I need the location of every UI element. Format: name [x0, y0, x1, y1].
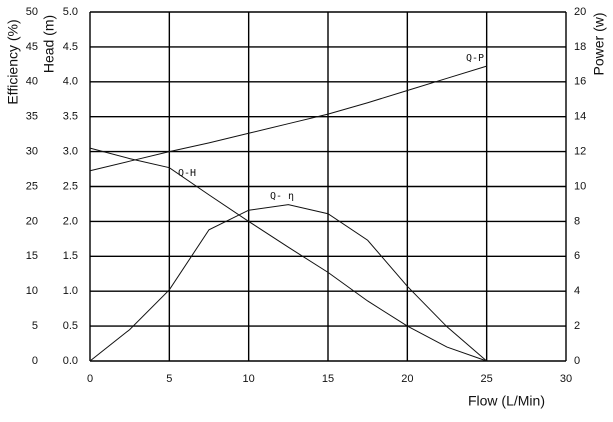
head-tick-label: 0.5	[63, 320, 78, 332]
curve	[89, 204, 487, 362]
efficiency-tick-label: 50	[26, 6, 38, 18]
curve-label: Q-P	[466, 53, 484, 64]
head-tick-label: 4.5	[63, 41, 78, 53]
efficiency-tick-label: 10	[26, 285, 38, 297]
head-tick-label: 1.5	[63, 250, 78, 262]
power-tick-label: 4	[574, 285, 580, 297]
head-tick-label: 3.5	[63, 111, 78, 123]
efficiency-tick-label: 40	[26, 76, 38, 88]
head-tick-label: 1.0	[63, 285, 78, 297]
curve	[89, 65, 487, 172]
curve-label: Q- η	[270, 191, 294, 202]
efficiency-tick-label: 5	[32, 320, 38, 332]
x-tick-label: 5	[166, 373, 172, 385]
efficiency-tick-label: 35	[26, 111, 38, 123]
x-tick-label: 30	[560, 373, 572, 385]
power-tick-label: 18	[574, 41, 586, 53]
head-tick-label: 4.0	[63, 76, 78, 88]
efficiency-tick-label: 0	[32, 355, 38, 367]
x-tick-label: 25	[481, 373, 493, 385]
efficiency-axis-title: Efficiency (%)	[5, 19, 21, 104]
x-tick-label: 15	[322, 373, 334, 385]
efficiency-tick-label: 45	[26, 41, 38, 53]
power-tick-label: 20	[574, 6, 586, 18]
efficiency-tick-label: 20	[26, 215, 38, 227]
head-tick-label: 5.0	[63, 6, 78, 18]
head-axis-title: Head (m)	[41, 15, 57, 73]
power-tick-label: 14	[574, 111, 586, 123]
x-axis-title: Flow (L/Min)	[468, 393, 545, 409]
x-tick-label: 10	[243, 373, 255, 385]
power-tick-label: 12	[574, 146, 586, 158]
power-tick-label: 10	[574, 180, 586, 192]
power-tick-label: 8	[574, 215, 580, 227]
power-tick-label: 0	[574, 355, 580, 367]
head-tick-label: 2.5	[63, 180, 78, 192]
curve-label: Q-H	[178, 168, 196, 179]
curve	[89, 147, 487, 362]
efficiency-tick-label: 25	[26, 180, 38, 192]
power-axis-title: Power (w)	[591, 12, 607, 75]
head-tick-label: 0.0	[63, 355, 78, 367]
head-tick-label: 2.0	[63, 215, 78, 227]
head-tick-label: 3.0	[63, 146, 78, 158]
efficiency-tick-label: 30	[26, 146, 38, 158]
x-tick-label: 20	[401, 373, 413, 385]
power-tick-label: 16	[574, 76, 586, 88]
power-tick-label: 6	[574, 250, 580, 262]
efficiency-tick-label: 15	[26, 250, 38, 262]
power-tick-label: 2	[574, 320, 580, 332]
x-tick-label: 0	[87, 373, 93, 385]
